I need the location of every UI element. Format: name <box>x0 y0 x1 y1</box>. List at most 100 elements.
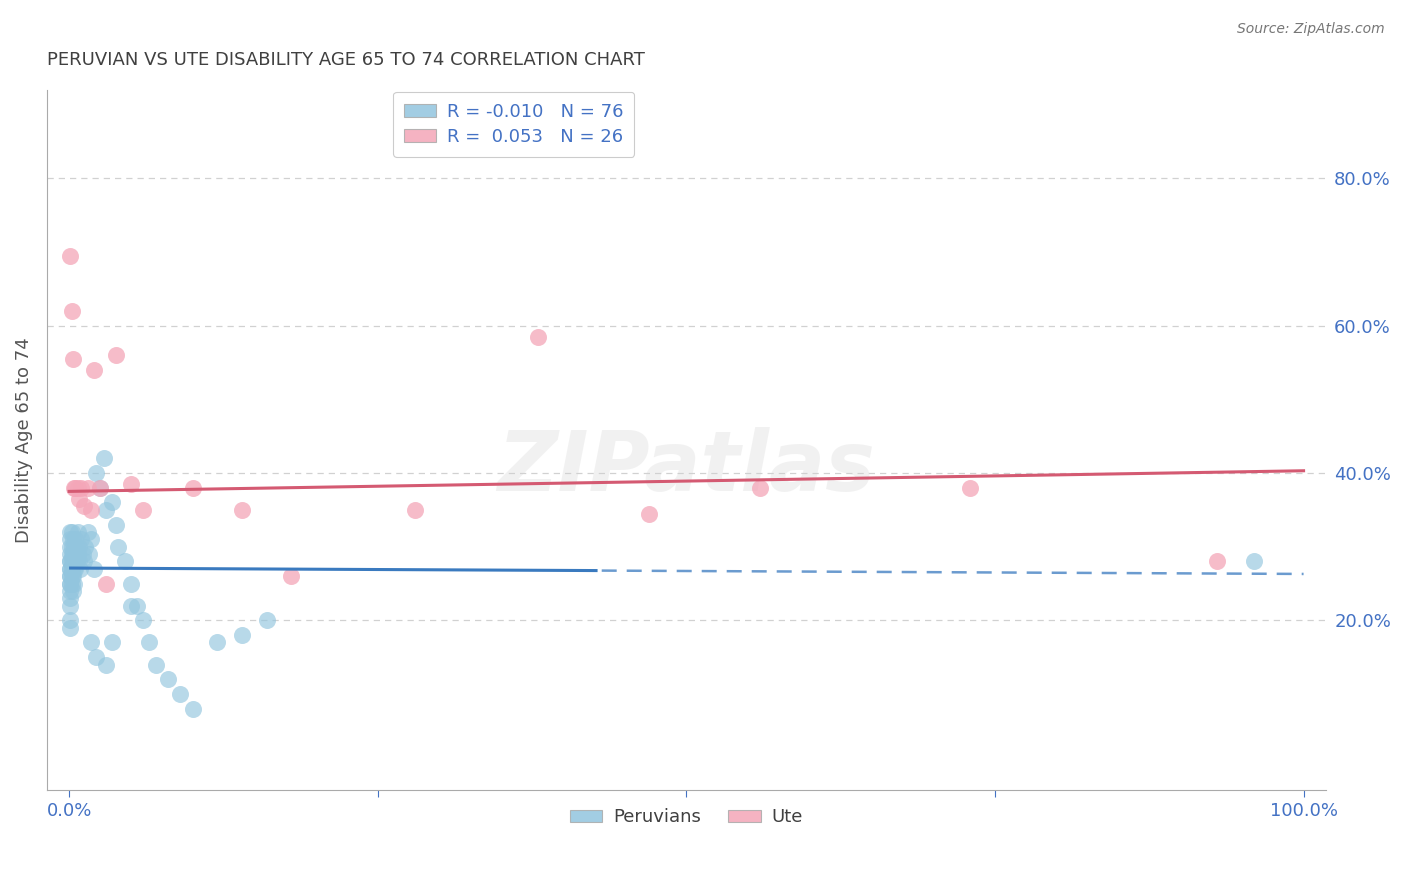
Point <box>59 554 82 568</box>
Point <box>60 540 83 554</box>
Point <box>169 687 191 701</box>
Point <box>114 554 136 568</box>
Point <box>94 657 117 672</box>
Point <box>70 481 93 495</box>
Legend: Peruvians, Ute: Peruvians, Ute <box>562 801 810 833</box>
Point <box>132 613 155 627</box>
Point <box>59 583 82 598</box>
Point <box>527 329 550 343</box>
Point <box>73 554 96 568</box>
Point <box>256 613 278 627</box>
Point <box>280 569 302 583</box>
Point <box>80 533 103 547</box>
Point <box>59 562 82 576</box>
Point <box>72 547 94 561</box>
Point <box>94 576 117 591</box>
Point <box>101 495 124 509</box>
Point <box>231 503 253 517</box>
Point <box>105 517 128 532</box>
Point <box>132 503 155 517</box>
Point <box>65 533 87 547</box>
Point <box>1206 554 1229 568</box>
Point <box>638 507 661 521</box>
Point <box>66 547 89 561</box>
Point <box>59 547 82 561</box>
Point <box>181 702 204 716</box>
Point <box>60 524 83 539</box>
Point <box>93 451 115 466</box>
Point <box>231 628 253 642</box>
Point <box>67 540 90 554</box>
Point <box>404 503 426 517</box>
Point <box>84 650 107 665</box>
Point <box>83 562 105 576</box>
Text: PERUVIAN VS UTE DISABILITY AGE 65 TO 74 CORRELATION CHART: PERUVIAN VS UTE DISABILITY AGE 65 TO 74 … <box>46 51 645 69</box>
Point <box>749 481 772 495</box>
Point <box>62 547 84 561</box>
Point <box>66 481 89 495</box>
Point <box>75 540 97 554</box>
Point <box>62 351 84 366</box>
Point <box>63 562 86 576</box>
Point <box>94 503 117 517</box>
Point <box>80 635 103 649</box>
Point <box>207 635 229 649</box>
Point <box>145 657 167 672</box>
Point <box>1243 554 1265 568</box>
Point <box>63 481 86 495</box>
Point <box>65 547 87 561</box>
Point <box>63 576 86 591</box>
Point <box>63 554 86 568</box>
Point <box>181 481 204 495</box>
Point <box>69 562 91 576</box>
Point <box>105 348 128 362</box>
Point <box>125 599 148 613</box>
Point <box>60 554 83 568</box>
Point <box>156 673 179 687</box>
Point <box>65 540 87 554</box>
Point <box>70 533 93 547</box>
Point <box>63 540 86 554</box>
Point <box>89 481 111 495</box>
Point <box>65 481 87 495</box>
Point <box>59 533 82 547</box>
Point <box>84 466 107 480</box>
Point <box>59 576 82 591</box>
Point <box>89 481 111 495</box>
Point <box>67 491 90 506</box>
Point <box>77 547 100 561</box>
Point <box>59 540 82 554</box>
Point <box>83 363 105 377</box>
Point <box>60 576 83 591</box>
Point <box>76 481 98 495</box>
Point <box>138 635 160 649</box>
Point <box>67 554 90 568</box>
Point <box>120 477 142 491</box>
Point <box>62 583 84 598</box>
Point <box>59 569 82 583</box>
Point <box>107 540 129 554</box>
Point <box>62 569 84 583</box>
Point <box>59 613 82 627</box>
Point <box>60 547 83 561</box>
Point <box>59 524 82 539</box>
Point <box>60 303 83 318</box>
Point <box>80 503 103 517</box>
Point <box>65 562 87 576</box>
Point <box>66 524 89 539</box>
Point <box>60 569 83 583</box>
Point <box>73 499 96 513</box>
Point <box>59 562 82 576</box>
Point <box>959 481 981 495</box>
Text: Source: ZipAtlas.com: Source: ZipAtlas.com <box>1237 22 1385 37</box>
Point <box>60 562 83 576</box>
Text: ZIPatlas: ZIPatlas <box>498 427 876 508</box>
Point <box>76 524 98 539</box>
Point <box>65 554 87 568</box>
Point <box>59 554 82 568</box>
Point <box>59 621 82 635</box>
Y-axis label: Disability Age 65 to 74: Disability Age 65 to 74 <box>15 337 32 542</box>
Point <box>120 576 142 591</box>
Point <box>62 533 84 547</box>
Point <box>62 554 84 568</box>
